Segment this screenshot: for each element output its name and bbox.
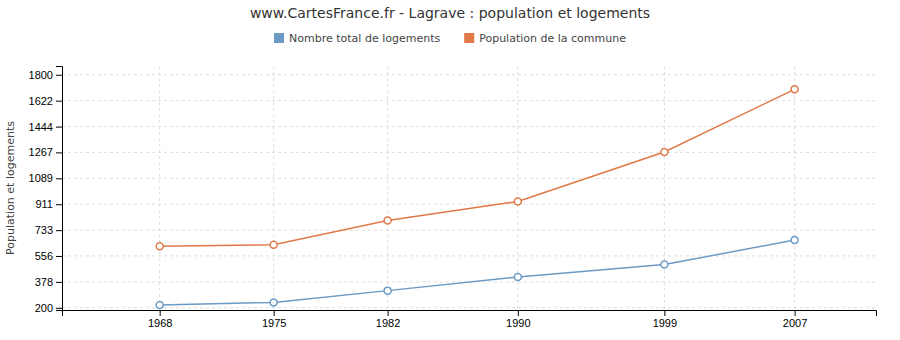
tick: 1990 [506, 310, 530, 329]
grid-line-y [62, 178, 876, 179]
grid-line-y [62, 307, 876, 308]
tick-mark [56, 308, 62, 309]
grid-line-x [387, 66, 388, 310]
tick-label: 733 [35, 224, 53, 236]
series-line [160, 240, 795, 305]
chart: www.CartesFrance.fr - Lagrave : populati… [0, 0, 900, 340]
grid-line-y [62, 126, 876, 127]
tick: 1267 [29, 146, 62, 158]
title: www.CartesFrance.fr - Lagrave : populati… [250, 5, 650, 21]
tick-mark [388, 310, 389, 316]
point [791, 237, 798, 244]
point [514, 273, 521, 280]
legend: Nombre total de logements Population de l… [274, 32, 626, 45]
tick: 378 [35, 276, 62, 288]
tick-label: 378 [35, 276, 53, 288]
axis-domain [63, 311, 877, 317]
grid-line-x [664, 66, 665, 310]
tick: 911 [35, 198, 62, 210]
tick-label: 1968 [148, 317, 172, 329]
tick: 1975 [262, 310, 286, 329]
marks [156, 86, 798, 309]
grid-line-x [273, 66, 274, 310]
tick-label: 200 [35, 302, 53, 314]
tick: 1089 [29, 172, 62, 184]
point [384, 217, 391, 224]
legend-item: Nombre total de logements [274, 32, 440, 45]
y-axis: 200 378 556 733 911 1089 1267 1444 1622 1800 [29, 67, 63, 314]
tick-label: 1800 [29, 69, 53, 81]
tick-mark [795, 310, 796, 316]
grid [62, 66, 876, 310]
tick: 1622 [29, 95, 62, 107]
grid-line-y [62, 74, 876, 75]
tick-label: 556 [35, 250, 53, 262]
tick-mark [160, 310, 161, 316]
tick: 1800 [29, 69, 62, 81]
tick: 1968 [148, 310, 172, 329]
tick-mark [56, 75, 62, 76]
tick-mark [664, 310, 665, 316]
tick: 1982 [376, 310, 400, 329]
tick-label: 911 [35, 198, 53, 210]
point [270, 299, 277, 306]
tick-label: 1990 [506, 317, 530, 329]
tick-label: 1267 [29, 146, 53, 158]
tick-label: 1444 [29, 121, 53, 133]
tick-mark [56, 282, 62, 283]
tick: 1999 [653, 310, 677, 329]
point [514, 198, 521, 205]
grid-line-x [159, 66, 160, 310]
tick-mark [56, 152, 62, 153]
tick-label: 1089 [29, 172, 53, 184]
tick-mark [56, 204, 62, 205]
legend-swatch [274, 33, 284, 43]
axis-domain [56, 67, 63, 311]
series-line [160, 89, 795, 246]
tick-mark [56, 230, 62, 231]
tick-label: 1999 [653, 317, 677, 329]
tick-mark [56, 127, 62, 128]
point [791, 86, 798, 93]
tick: 556 [35, 250, 62, 262]
grid-line-x [794, 66, 795, 310]
grid-line-y [62, 204, 876, 205]
tick-mark [56, 101, 62, 102]
point [384, 287, 391, 294]
point [270, 241, 277, 248]
tick-label: 2007 [783, 317, 807, 329]
grid-line-y [62, 230, 876, 231]
tick-mark [56, 256, 62, 257]
tick-mark [274, 310, 275, 316]
grid-line-y [62, 255, 876, 256]
tick-mark [56, 178, 62, 179]
plot: 1968 1975 1982 1990 1999 2007 200 378 556 733 911 1… [29, 66, 877, 329]
tick-label: 1622 [29, 95, 53, 107]
grid-line-y [62, 152, 876, 153]
x-axis: 1968 1975 1982 1990 1999 2007 [63, 310, 877, 329]
tick-label: 1975 [262, 317, 286, 329]
tick-mark [518, 310, 519, 316]
legend-label: Population de la commune [479, 32, 626, 45]
point [661, 148, 668, 155]
y-axis-title: Population et logements [4, 121, 17, 255]
tick-label: 1982 [376, 317, 400, 329]
legend-label: Nombre total de logements [289, 32, 440, 45]
tick: 1444 [29, 121, 62, 133]
point [156, 301, 163, 308]
tick: 2007 [783, 310, 807, 329]
tick: 733 [35, 224, 62, 236]
legend-item: Population de la commune [464, 32, 626, 45]
tick: 200 [35, 302, 62, 314]
legend-swatch [464, 33, 474, 43]
point [661, 261, 668, 268]
grid-line-y [62, 100, 876, 101]
point [156, 243, 163, 250]
